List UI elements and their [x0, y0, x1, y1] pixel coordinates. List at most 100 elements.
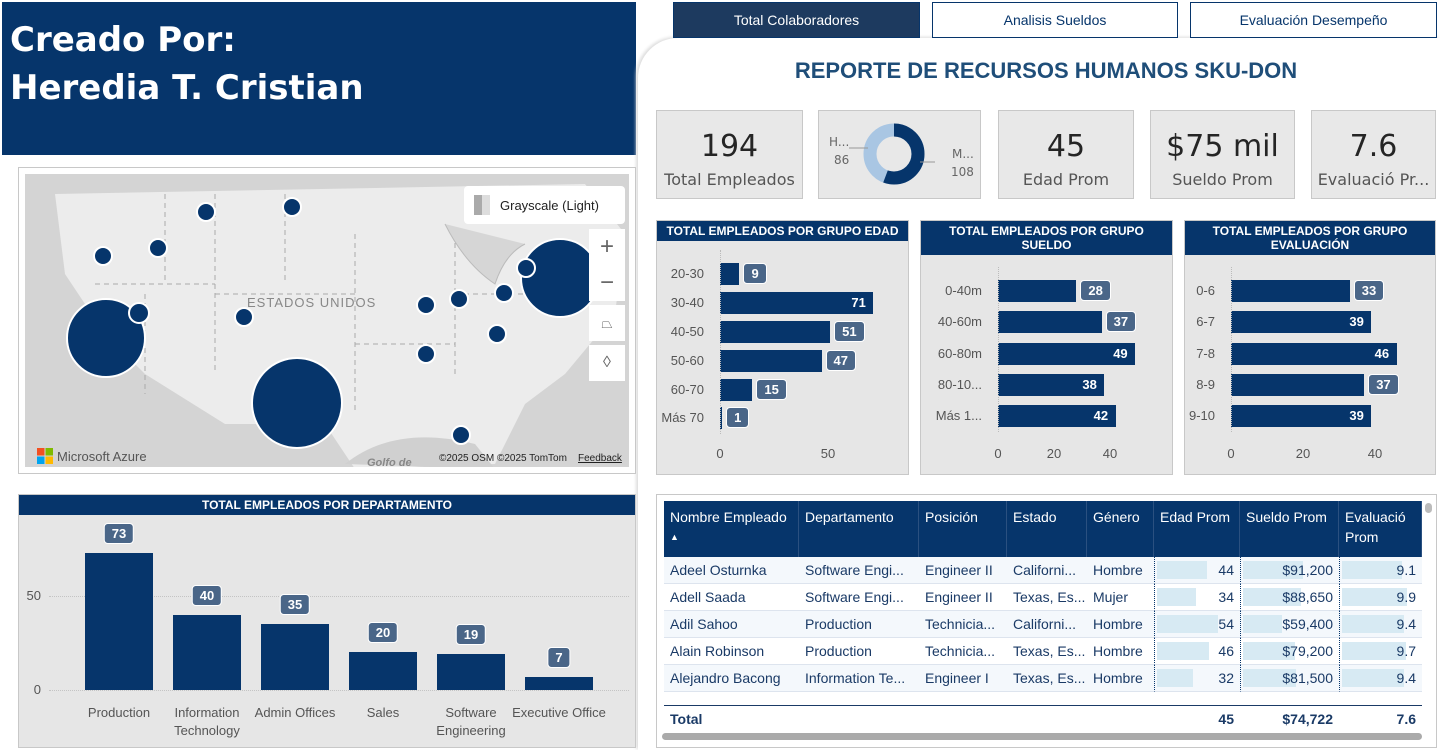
map-visual[interactable]: ESTADOS UNIDOS Golfo de Grayscale (Light…	[18, 167, 636, 474]
bar[interactable]	[720, 379, 753, 401]
kpi-total-empleados: 194 Total Empleados	[656, 110, 803, 199]
map-bubble[interactable]	[416, 344, 436, 364]
kpi-value: 7.6	[1349, 129, 1398, 164]
map-bubble[interactable]	[520, 238, 600, 318]
map-bubble[interactable]	[282, 197, 302, 217]
cell-value: Engineer II	[925, 589, 993, 605]
bar[interactable]	[173, 614, 241, 690]
cell-value: 46	[1218, 643, 1234, 659]
cell-value: Adell Saada	[670, 589, 746, 605]
map-bubble[interactable]	[487, 324, 507, 344]
column-header[interactable]: Posición	[919, 501, 1007, 557]
horizontal-scrollbar[interactable]	[662, 733, 1422, 740]
bar[interactable]	[720, 350, 822, 372]
map-bubble[interactable]	[449, 289, 469, 309]
bar[interactable]	[349, 652, 417, 690]
map-bubble[interactable]	[148, 238, 168, 258]
tick-label: 40	[1102, 446, 1118, 461]
table-cell: Texas, Es...	[1007, 638, 1087, 665]
tick-label: 40	[1367, 446, 1383, 461]
sort-ascending-icon[interactable]: ▲	[670, 532, 679, 542]
bar[interactable]	[720, 292, 874, 314]
total-divider	[664, 705, 1422, 706]
map-bubble[interactable]	[66, 298, 146, 378]
map-bubble[interactable]	[128, 302, 150, 324]
column-header[interactable]: Nombre Empleado ▲	[664, 501, 799, 557]
category-label: 40-60m	[937, 314, 982, 329]
map-bubble[interactable]	[93, 246, 113, 266]
gender-donut: H... 86 M... 108	[829, 123, 974, 185]
column-header[interactable]: Género	[1087, 501, 1154, 557]
bar[interactable]	[1231, 374, 1365, 396]
employee-table: Nombre Empleado ▲ Departamento Posición Esta…	[656, 494, 1437, 748]
map-bubble[interactable]	[451, 425, 471, 445]
data-bar	[1342, 588, 1407, 606]
map-bubble[interactable]	[494, 283, 514, 303]
vertical-scrollbar[interactable]	[1425, 503, 1432, 513]
table-cell: Adell Saada	[664, 584, 799, 611]
tab-analisis-sueldos[interactable]: Analisis Sueldos	[932, 2, 1178, 38]
bar[interactable]	[1231, 405, 1372, 427]
tick-label: 50	[820, 446, 836, 461]
table-row[interactable]	[664, 611, 1422, 638]
cell-value: Adil Sahoo	[670, 616, 738, 632]
bar[interactable]	[1231, 280, 1350, 302]
bar[interactable]	[85, 552, 153, 690]
table-cell: Software Engi...	[799, 584, 919, 611]
data-label: 47	[825, 350, 856, 371]
bar[interactable]	[998, 311, 1102, 333]
map-bubble[interactable]	[516, 258, 536, 278]
bar[interactable]	[720, 263, 740, 285]
bar[interactable]	[998, 405, 1116, 427]
bar[interactable]	[998, 280, 1077, 302]
table-cell: $59,400	[1240, 611, 1339, 638]
total-label: Total	[670, 711, 703, 727]
data-label: 39	[1349, 314, 1364, 329]
bar[interactable]	[1231, 343, 1397, 365]
cell-value: Technicia...	[925, 643, 996, 659]
map-canvas[interactable]: ESTADOS UNIDOS Golfo de Grayscale (Light…	[25, 174, 629, 467]
cell-value: Production	[805, 616, 872, 632]
map-style-picker[interactable]: Grayscale (Light)	[464, 186, 625, 224]
data-label: 7	[547, 646, 571, 668]
table-cell: Software Engi...	[799, 557, 919, 584]
bar[interactable]	[998, 343, 1136, 365]
chart-title: TOTAL EMPLEADOS POR GRUPO SUELDO	[921, 221, 1172, 255]
feedback-link[interactable]: Feedback	[578, 453, 622, 464]
column-header[interactable]: Edad Prom	[1154, 501, 1240, 557]
zoom-out-button[interactable]: −	[589, 265, 625, 301]
column-header[interactable]: Sueldo Prom	[1240, 501, 1339, 557]
tab-total-colaboradores[interactable]: Total Colaboradores	[673, 2, 920, 38]
category-label: 60-80m	[937, 346, 982, 361]
bar[interactable]	[261, 624, 329, 690]
column-header[interactable]: Departamento	[799, 501, 919, 557]
zoom-in-button[interactable]: +	[589, 229, 625, 265]
bar[interactable]	[998, 374, 1105, 396]
chart-title: TOTAL EMPLEADOS POR GRUPO EDAD	[657, 221, 908, 241]
tab-evaluacion-desempeno[interactable]: Evaluación Desempeño	[1190, 2, 1437, 38]
cell-value: Adeel Osturnka	[670, 562, 767, 578]
donut-h-value: 86	[834, 153, 849, 167]
map-bubble[interactable]	[416, 295, 436, 315]
column-header[interactable]: Evaluació Prom	[1339, 501, 1422, 557]
bar[interactable]	[720, 321, 831, 343]
data-bar	[1157, 642, 1210, 660]
tick-label: 20	[1295, 446, 1311, 461]
map-bubble[interactable]	[251, 357, 343, 449]
table-row[interactable]	[664, 638, 1422, 665]
gridline	[49, 596, 629, 597]
data-label: 37	[1105, 311, 1137, 332]
pitch-button[interactable]: ⏢	[589, 305, 625, 341]
table-cell: Hombre	[1087, 638, 1154, 665]
bar[interactable]	[437, 654, 505, 690]
bar[interactable]	[720, 407, 723, 429]
creator-banner: Creado Por: Heredia T. Cristian	[2, 2, 636, 155]
bar[interactable]	[525, 676, 593, 690]
compass-button[interactable]: ◊	[589, 345, 625, 381]
map-bubble[interactable]	[196, 202, 216, 222]
bar[interactable]	[1231, 311, 1372, 333]
column-header[interactable]: Estado	[1007, 501, 1087, 557]
category-label: 30-40	[670, 295, 704, 310]
table-cell: 9.4	[1339, 665, 1422, 692]
map-bubble[interactable]	[234, 307, 254, 327]
